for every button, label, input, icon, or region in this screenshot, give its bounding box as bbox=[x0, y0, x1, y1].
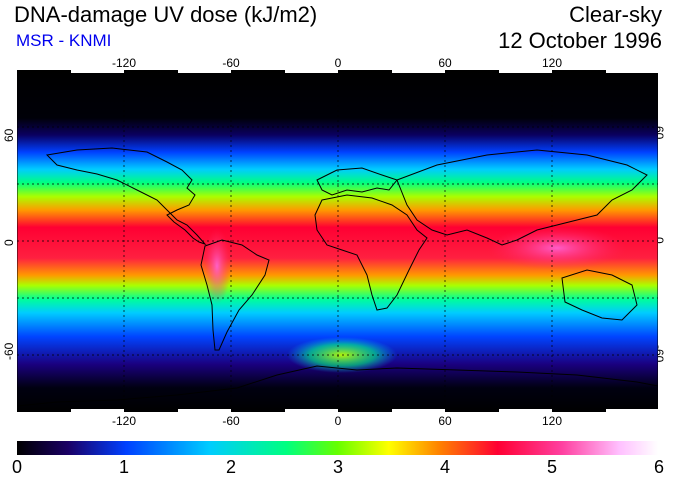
lon-tick-bottom: -60 bbox=[222, 414, 240, 428]
lon-tick-top: -120 bbox=[111, 56, 137, 70]
lon-tick-top: 120 bbox=[541, 56, 563, 70]
lat-tick-left: 60 bbox=[2, 128, 16, 142]
africa-coast bbox=[314, 194, 428, 311]
colorbar-label: 3 bbox=[332, 457, 344, 477]
sky-condition-label: Clear-sky bbox=[569, 2, 662, 27]
australia-coast bbox=[561, 269, 638, 321]
graticule bbox=[17, 70, 658, 412]
colorbar-label: 1 bbox=[118, 457, 130, 477]
lon-tick-top: -60 bbox=[222, 56, 240, 70]
lat-tick-left: 0 bbox=[2, 239, 16, 246]
maritime-continent-high-dose bbox=[487, 226, 627, 270]
coastlines bbox=[17, 147, 658, 407]
lon-tick-top: 60 bbox=[438, 56, 452, 70]
north-america-coast bbox=[45, 147, 207, 246]
colorbar-gradient bbox=[17, 441, 658, 455]
lon-tick-bottom: 120 bbox=[541, 414, 563, 428]
colorbar-label: 6 bbox=[653, 457, 665, 477]
colorbar-label: 4 bbox=[439, 457, 451, 477]
colorbar-label: 0 bbox=[11, 457, 23, 477]
asia-coast bbox=[396, 149, 648, 246]
colorbar-label: 2 bbox=[225, 457, 237, 477]
lon-tick-bottom: 60 bbox=[438, 414, 452, 428]
data-source-label: MSR - KNMI bbox=[16, 31, 112, 50]
andes-high-dose bbox=[203, 228, 231, 304]
map-frame bbox=[17, 70, 658, 412]
date-label: 12 October 1996 bbox=[498, 28, 662, 53]
uv-dose-world-map bbox=[17, 70, 658, 412]
map-title: DNA-damage UV dose (kJ/m2) bbox=[14, 2, 318, 27]
lon-tick-bottom: 0 bbox=[334, 414, 342, 428]
colorbar-label: 5 bbox=[546, 457, 558, 477]
antarctica-coast bbox=[17, 365, 658, 407]
south-america-coast bbox=[200, 239, 270, 351]
lat-tick-left: -60 bbox=[2, 342, 16, 360]
colorbar bbox=[17, 441, 658, 455]
lon-tick-top: 0 bbox=[334, 56, 342, 70]
europe-coast bbox=[316, 167, 398, 196]
lon-tick-bottom: -120 bbox=[111, 414, 137, 428]
